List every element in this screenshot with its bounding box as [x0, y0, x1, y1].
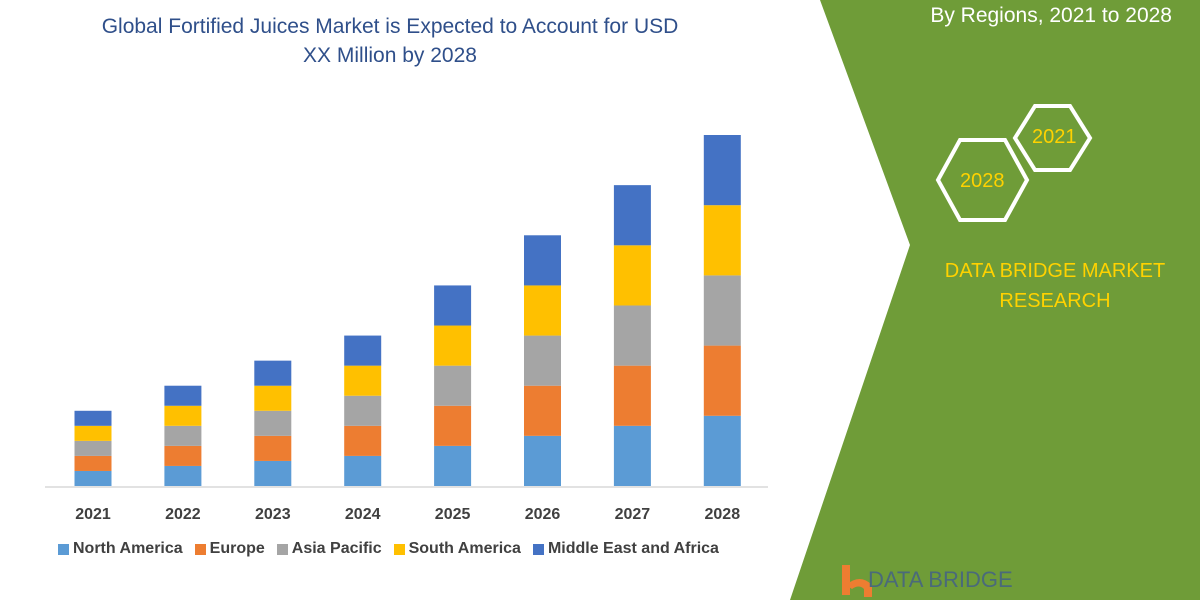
legend-item: Asia Pacific	[276, 540, 382, 558]
bar-segment-south-america-2027	[613, 245, 651, 306]
bar-segment-north-america-2026	[524, 435, 561, 486]
title-line-1: Global Fortified Juices Market is Expect…	[101, 15, 679, 38]
bar-segment-south-america-2026	[524, 285, 561, 336]
brand-line-2: RESEARCH	[999, 290, 1111, 312]
bar-segment-middle-east-and-africa-2022	[164, 385, 202, 406]
legend-item: Europe	[194, 540, 265, 558]
x-tick-label: 2023	[255, 506, 291, 523]
bar-segment-middle-east-and-africa-2027	[613, 185, 651, 246]
bar-segment-middle-east-and-africa-2026	[524, 235, 561, 286]
legend-label: Europe	[209, 540, 265, 557]
bar-segment-south-america-2021	[74, 425, 112, 441]
bar-segment-asia-pacific-2026	[524, 335, 561, 386]
legend-swatch	[194, 543, 206, 555]
legend-item: North America	[58, 540, 183, 558]
bar-segment-middle-east-and-africa-2024	[344, 335, 382, 366]
bar-segment-north-america-2023	[254, 460, 292, 486]
bar-segment-north-america-2027	[613, 425, 651, 486]
logo-icon	[842, 565, 872, 597]
bar-segment-middle-east-and-africa-2028	[703, 135, 741, 206]
legend-swatch	[532, 543, 544, 555]
bar-segment-asia-pacific-2025	[434, 365, 472, 406]
bar-segment-asia-pacific-2023	[254, 410, 292, 436]
bar-segment-north-america-2024	[344, 455, 382, 486]
bar-segment-south-america-2028	[703, 205, 741, 276]
bar-segment-asia-pacific-2022	[164, 425, 202, 446]
legend-label: South America	[408, 540, 521, 557]
bar-segment-europe-2021	[74, 455, 112, 471]
bar-segment-asia-pacific-2021	[74, 440, 112, 456]
legend-label: North America	[73, 540, 183, 557]
brand-line-1: DATA BRIDGE MARKET	[944, 260, 1166, 282]
legend-swatch	[276, 543, 288, 555]
bar-segment-europe-2028	[703, 345, 741, 416]
bar-segment-asia-pacific-2028	[703, 275, 741, 346]
bar-segment-asia-pacific-2027	[613, 305, 651, 366]
x-tick-label: 2022	[165, 506, 201, 523]
bar-segment-middle-east-and-africa-2025	[434, 285, 472, 326]
bar-segment-north-america-2025	[434, 445, 472, 486]
x-tick-label: 2028	[705, 506, 741, 523]
stacked-bar-chart: 2021 2022 2023 2024 2025 2026 2027 2028	[45, 135, 768, 523]
bar-segment-south-america-2023	[254, 385, 292, 411]
bar-segment-europe-2026	[524, 385, 561, 436]
bar-segment-europe-2024	[344, 425, 382, 456]
green-panel	[790, 0, 1200, 600]
bar-segment-north-america-2021	[74, 470, 112, 486]
bar-segment-north-america-2028	[703, 415, 741, 486]
bar-segment-europe-2023	[254, 435, 292, 461]
brand-name: DATA BRIDGE MARKET RESEARCH	[920, 256, 1190, 316]
legend-label: Asia Pacific	[291, 540, 382, 557]
bar-segment-middle-east-and-africa-2021	[74, 410, 112, 426]
bar-segment-asia-pacific-2024	[344, 395, 382, 426]
subtitle: By Regions, 2021 to 2028	[930, 4, 1172, 27]
legend-label: Middle East and Africa	[547, 540, 719, 557]
x-tick-label: 2021	[75, 506, 111, 523]
x-tick-label: 2027	[615, 506, 651, 523]
bar-segment-europe-2027	[613, 365, 651, 426]
title-line-2: XX Million by 2028	[303, 44, 477, 67]
bar-segment-south-america-2025	[434, 325, 472, 366]
chart-title: Global Fortified Juices Market is Expect…	[40, 12, 740, 70]
bar-segment-europe-2022	[164, 445, 202, 466]
bar-segment-europe-2025	[434, 405, 472, 446]
legend-item: Middle East and Africa	[532, 540, 719, 558]
legend-swatch	[393, 543, 405, 555]
hex-label-2021: 2021	[1032, 126, 1077, 148]
x-tick-label: 2025	[435, 506, 471, 523]
x-tick-label: 2024	[345, 506, 381, 523]
legend-swatch	[58, 543, 69, 555]
x-tick-label: 2026	[525, 506, 561, 523]
hex-label-2028: 2028	[960, 170, 1005, 192]
bar-segment-south-america-2022	[164, 405, 202, 426]
legend-item: South America	[393, 540, 521, 558]
logo-text: DATA BRIDGE	[868, 567, 1013, 592]
bar-segment-middle-east-and-africa-2023	[254, 360, 292, 386]
hexagon-2028	[935, 138, 1030, 222]
bar-segment-north-america-2022	[164, 465, 202, 486]
hexagon-2021	[1012, 104, 1093, 172]
legend: North America Europe Asia Pacific South …	[58, 540, 719, 558]
bar-segment-south-america-2024	[344, 365, 382, 396]
